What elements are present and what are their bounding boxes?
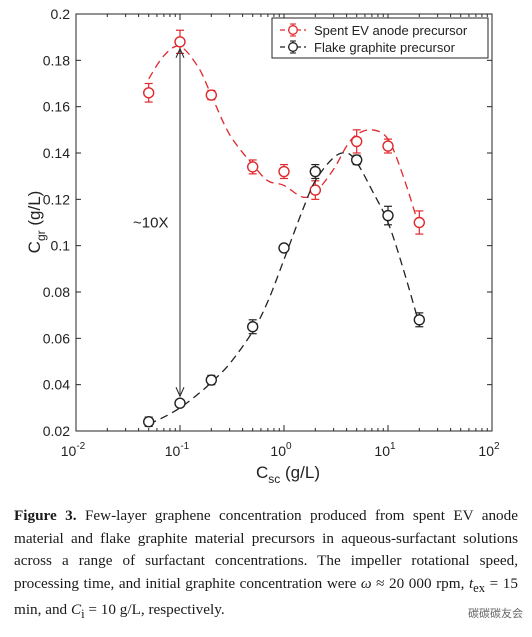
- data-point: [413, 216, 426, 229]
- legend-box: [271, 17, 489, 59]
- fit-curve: [148, 45, 420, 228]
- y-tick-label: 0.06: [43, 330, 70, 346]
- y-axis-label-unit: (g/L): [25, 191, 44, 231]
- caption-label: Figure 3.: [14, 507, 77, 524]
- data-point: [382, 140, 394, 152]
- data-point: [350, 154, 363, 166]
- data-point: [246, 161, 259, 173]
- x-axis-label-unit: (g/L): [280, 463, 320, 482]
- annotation-label: ~10X: [133, 215, 168, 232]
- y-tick-label: 0.04: [43, 377, 70, 393]
- y-tick-label: 0.02: [43, 423, 70, 439]
- annotation-arrow-head-top: [175, 47, 185, 58]
- watermark: 碳碳碳友会: [465, 604, 526, 622]
- data-point: [309, 165, 322, 178]
- y-tick-label: 0.12: [43, 191, 70, 207]
- legend: Spent EV anode precursor Flake graphite p…: [271, 17, 489, 59]
- data-point: [350, 135, 363, 148]
- caption-c: C: [70, 601, 82, 619]
- data-point: [205, 89, 218, 101]
- annotation-arrow-head-bottom: [175, 387, 185, 398]
- caption-text-4: = 10 g/L, respectively.: [84, 601, 225, 619]
- x-axis-label-sub: sc: [268, 472, 280, 486]
- caption-omega: ω: [360, 574, 372, 592]
- series-flake-graphite: [142, 152, 426, 428]
- y-axis-label: Cgr (g/L): [25, 191, 48, 254]
- series-spent-ev: [142, 29, 426, 235]
- y-tick-label: 0.16: [43, 99, 70, 115]
- legend-entry: Spent EV anode precursor: [280, 23, 468, 38]
- data-point: [174, 397, 186, 409]
- legend-label: Spent EV anode precursor: [314, 23, 468, 38]
- annotation: ~10X: [133, 47, 185, 398]
- data-point: [142, 416, 155, 428]
- fit-curve: [148, 152, 420, 425]
- caption-c-sub: i: [81, 607, 85, 622]
- data-point: [278, 242, 290, 254]
- x-tick-label: 100: [270, 441, 292, 459]
- chart: 0.02 0.04 0.06 0.08 0.1 0.12 0.14 0.16 0.18 0.2 10…: [25, 6, 500, 486]
- y-tick-label: 0.18: [43, 52, 70, 68]
- caption-text-1: Few-layer graphene concentration produce…: [14, 507, 518, 592]
- data-point: [142, 87, 155, 99]
- data-point: [205, 374, 218, 386]
- caption-text-3: = 15 min, and: [14, 574, 518, 619]
- x-tick-label: 101: [374, 441, 396, 459]
- y-tick-label: 0.1: [51, 238, 71, 254]
- y-tick-label: 0.14: [43, 145, 70, 161]
- x-axis-label: Csc (g/L): [256, 463, 320, 486]
- data-point: [309, 184, 322, 196]
- data-point: [382, 209, 394, 222]
- legend-label: Flake graphite precursor: [314, 40, 456, 55]
- data-point: [413, 314, 426, 326]
- legend-entry: Flake graphite precursor: [280, 40, 456, 55]
- x-tick-label: 102: [478, 441, 500, 459]
- y-axis-label-sub: gr: [34, 230, 48, 241]
- caption-t: t: [468, 574, 474, 592]
- legend-marker: [288, 42, 298, 52]
- caption-t-sub: ex: [473, 580, 486, 595]
- x-tick-label: 10-1: [165, 441, 190, 459]
- figure-caption: Figure 3. Few-layer graphene concentrati…: [14, 505, 518, 626]
- x-tick-label: 10-2: [61, 441, 86, 459]
- data-point: [278, 165, 290, 178]
- series-layer: [142, 29, 426, 428]
- data-point: [246, 321, 259, 333]
- legend-marker: [288, 25, 298, 35]
- y-tick-label: 0.2: [51, 6, 71, 22]
- y-tick-label: 0.08: [43, 284, 70, 300]
- data-point: [174, 36, 186, 48]
- axes: 0.02 0.04 0.06 0.08 0.1 0.12 0.14 0.16 0.18 0.2 10…: [43, 6, 500, 459]
- caption-text-2: ≈ 20 000 rpm,: [371, 574, 469, 592]
